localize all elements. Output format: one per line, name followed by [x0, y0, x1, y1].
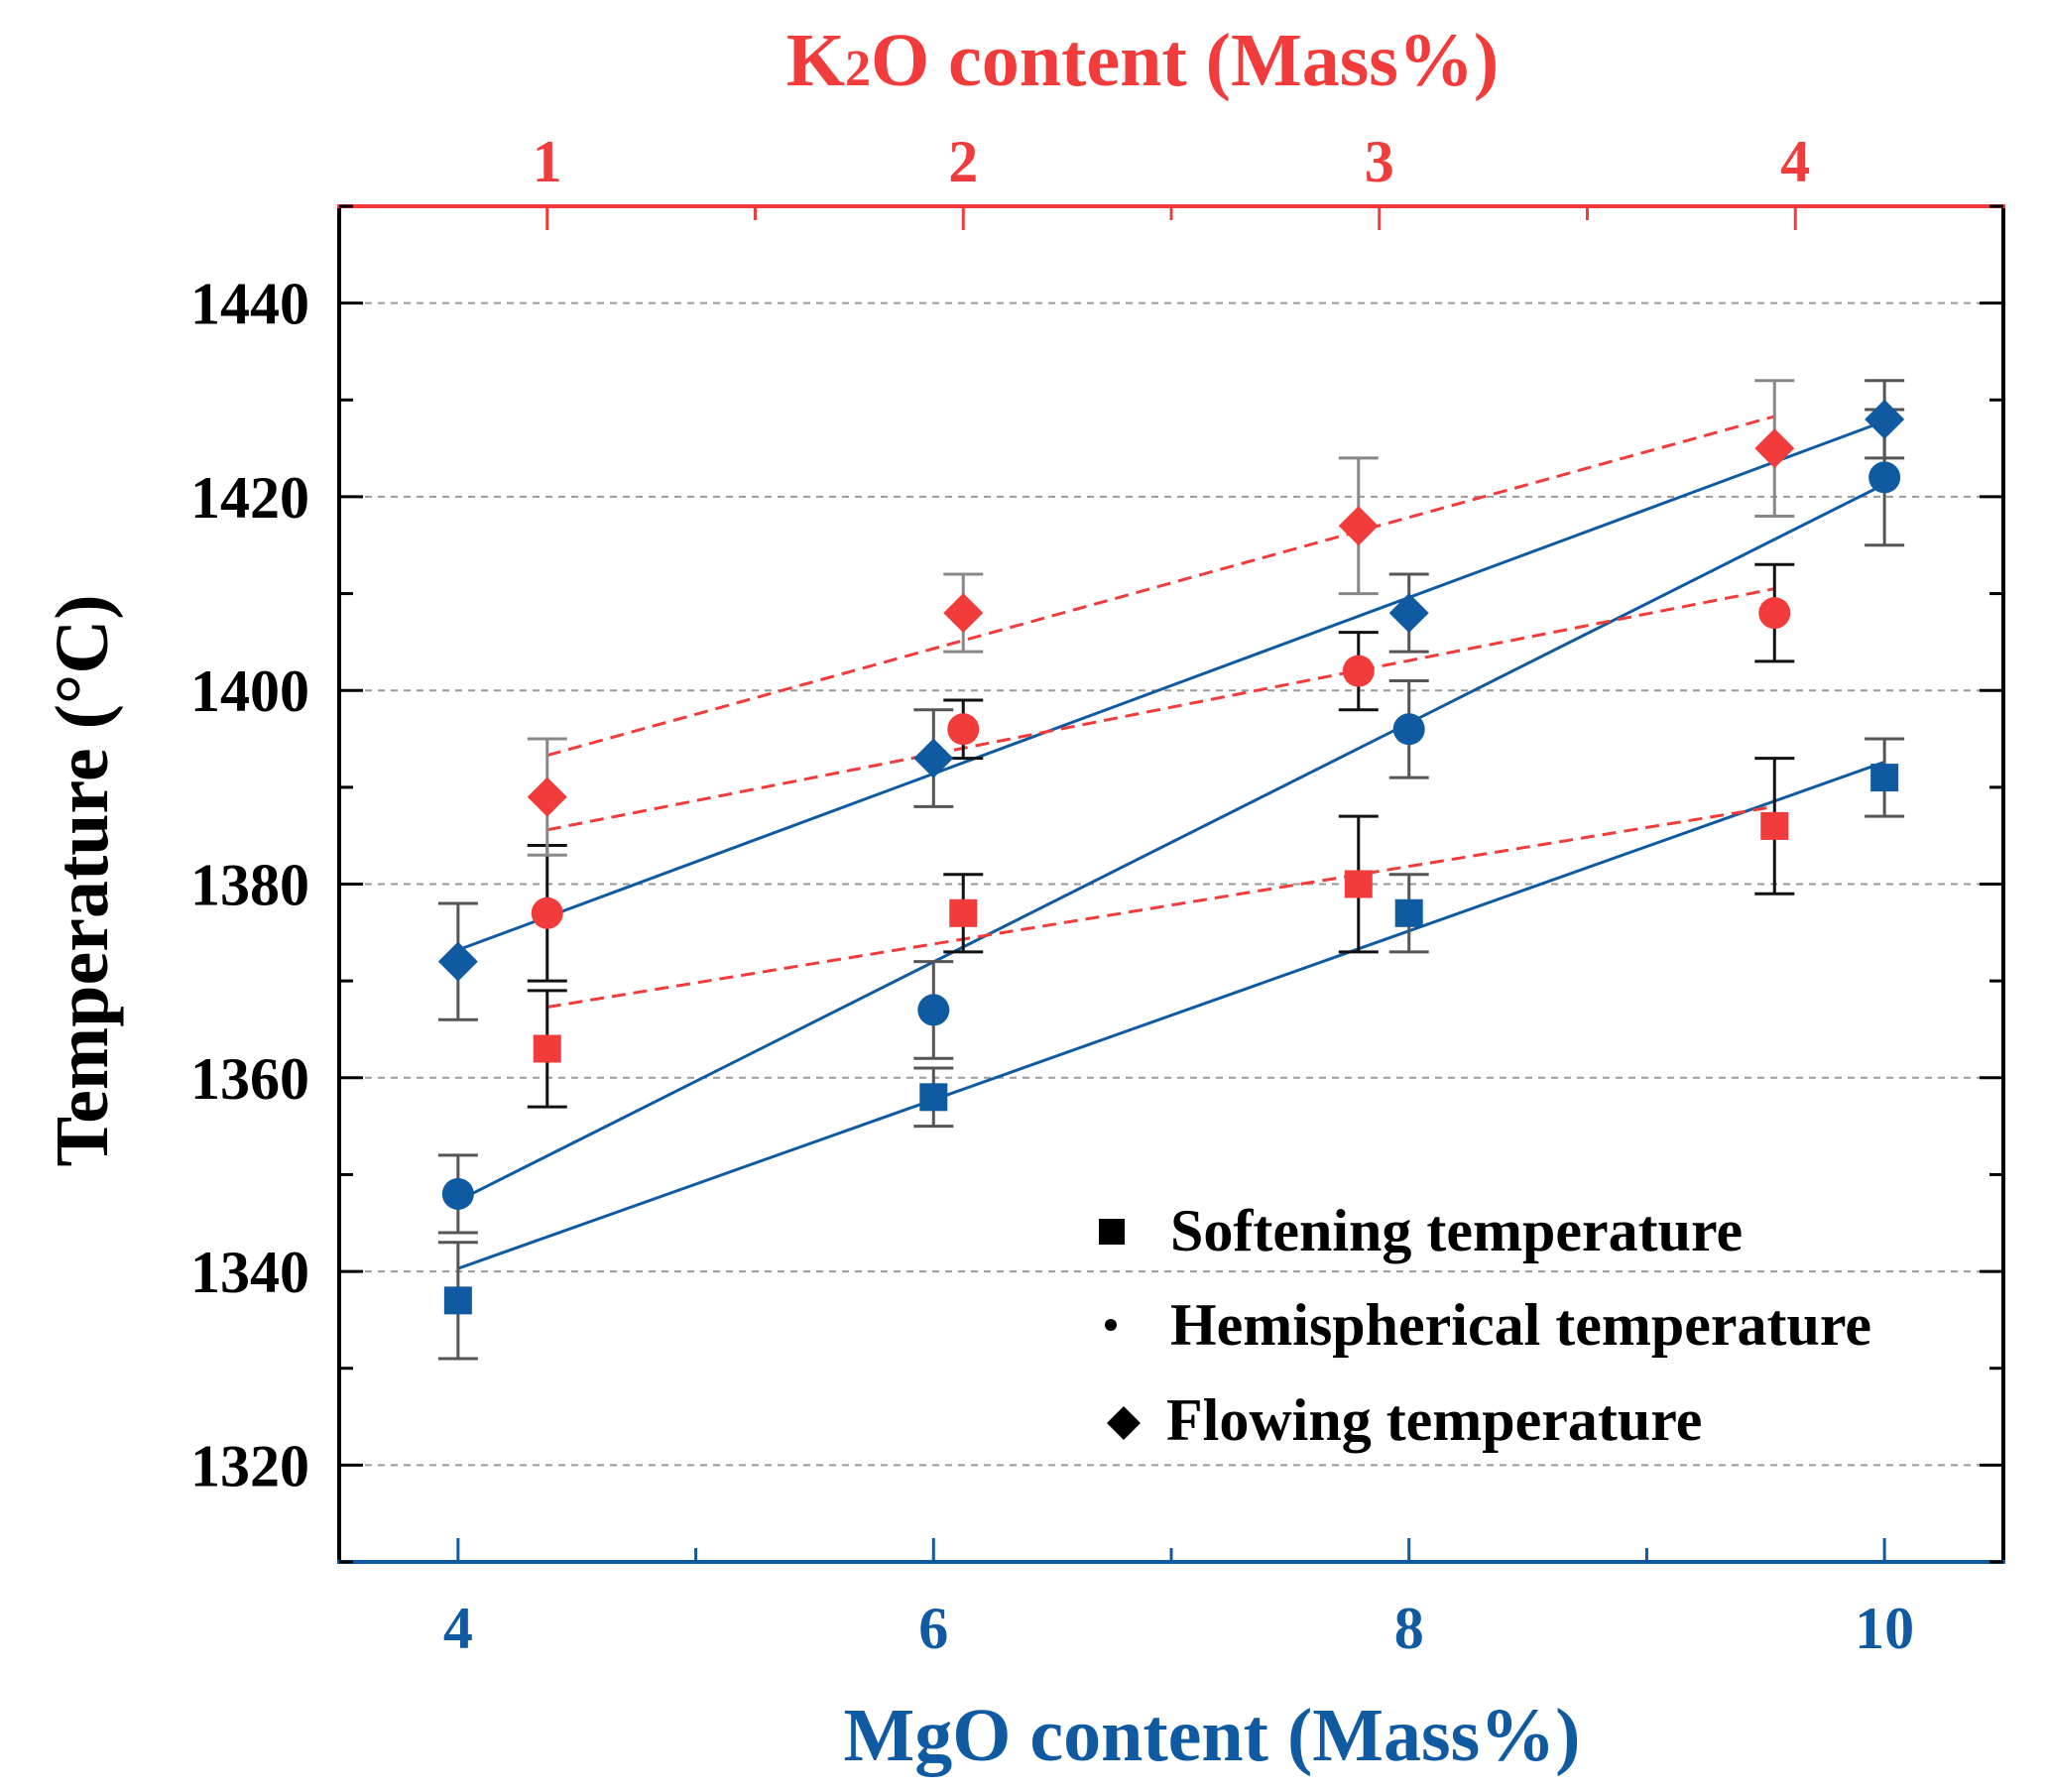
y-tick-label-1440: 1440	[190, 272, 309, 337]
y-tick-label-1420: 1420	[190, 465, 309, 531]
point-k2o-softening-3	[1760, 811, 1789, 840]
point-k2o-flowing-2	[1338, 506, 1379, 546]
x-tick-label-4: 4	[443, 1596, 473, 1661]
legend-entry-hemispherical: Hemispherical temperature	[1170, 1292, 1871, 1358]
legend: Softening temperature Hemispherical temp…	[1099, 1198, 1871, 1453]
point-k2o-flowing-1	[943, 593, 984, 634]
point-k2o-softening-1	[949, 898, 978, 927]
point-mgo-softening-0	[443, 1286, 472, 1315]
point-mgo-softening-1	[919, 1083, 948, 1112]
point-mgo-hemispherical-1	[917, 994, 950, 1026]
top-tick-label-1: 1	[533, 129, 562, 194]
point-k2o-softening-2	[1344, 870, 1373, 898]
point-mgo-hemispherical-2	[1392, 713, 1425, 746]
point-mgo-hemispherical-0	[441, 1177, 474, 1210]
point-mgo-flowing-2	[1388, 593, 1429, 634]
top-axis-title: K2O content (Mass%)	[786, 19, 1499, 102]
point-k2o-hemispherical-1	[947, 713, 980, 746]
top-tick-label-2: 2	[948, 129, 978, 194]
point-mgo-flowing-1	[913, 738, 954, 778]
point-k2o-hemispherical-2	[1342, 655, 1375, 687]
fit-line-mgo-hemispherical	[457, 482, 1885, 1203]
y-tick-label-1360: 1360	[190, 1046, 309, 1112]
grid-lines	[339, 301, 2003, 1467]
point-k2o-hemispherical-0	[531, 896, 563, 929]
point-mgo-flowing-0	[437, 941, 478, 982]
legend-entry-flowing: Flowing temperature	[1166, 1387, 1702, 1453]
top-tick-label-3: 3	[1365, 129, 1394, 194]
x-tick-label-10: 10	[1855, 1596, 1914, 1661]
fit-line-mgo-softening	[457, 761, 1885, 1270]
data-points	[437, 399, 1905, 1315]
fit-line-mgo-flowing	[457, 419, 1885, 952]
y-tick-label-1400: 1400	[190, 658, 309, 724]
point-k2o-softening-0	[533, 1034, 561, 1063]
point-mgo-hemispherical-3	[1868, 461, 1901, 494]
point-mgo-flowing-3	[1865, 399, 1905, 439]
point-mgo-softening-2	[1394, 898, 1423, 927]
fit-line-k2o-flowing	[546, 415, 1775, 758]
y-tick-label-1320: 1320	[190, 1433, 309, 1498]
point-mgo-softening-3	[1870, 764, 1899, 792]
legend-square-marker	[1099, 1219, 1125, 1245]
fit-lines	[457, 415, 1885, 1270]
fit-line-k2o-softening	[546, 804, 1775, 1009]
top-tick-label-4: 4	[1780, 129, 1810, 194]
legend-entry-softening: Softening temperature	[1170, 1198, 1743, 1263]
x-tick-label-6: 6	[918, 1596, 948, 1661]
legend-circle-marker	[1105, 1319, 1117, 1331]
bottom-axis-title: MgO content (Mass%)	[844, 1694, 1581, 1777]
legend-diamond-marker	[1107, 1406, 1141, 1440]
fit-line-k2o-hemispherical	[546, 587, 1775, 832]
point-k2o-flowing-0	[527, 777, 567, 817]
y-tick-label-1380: 1380	[190, 853, 309, 918]
x-tick-label-8: 8	[1394, 1596, 1424, 1661]
point-k2o-hemispherical-3	[1758, 597, 1791, 630]
point-k2o-flowing-3	[1754, 428, 1795, 469]
y-axis-title: Temperature (°C)	[41, 594, 124, 1166]
y-tick-label-1340: 1340	[190, 1240, 309, 1305]
